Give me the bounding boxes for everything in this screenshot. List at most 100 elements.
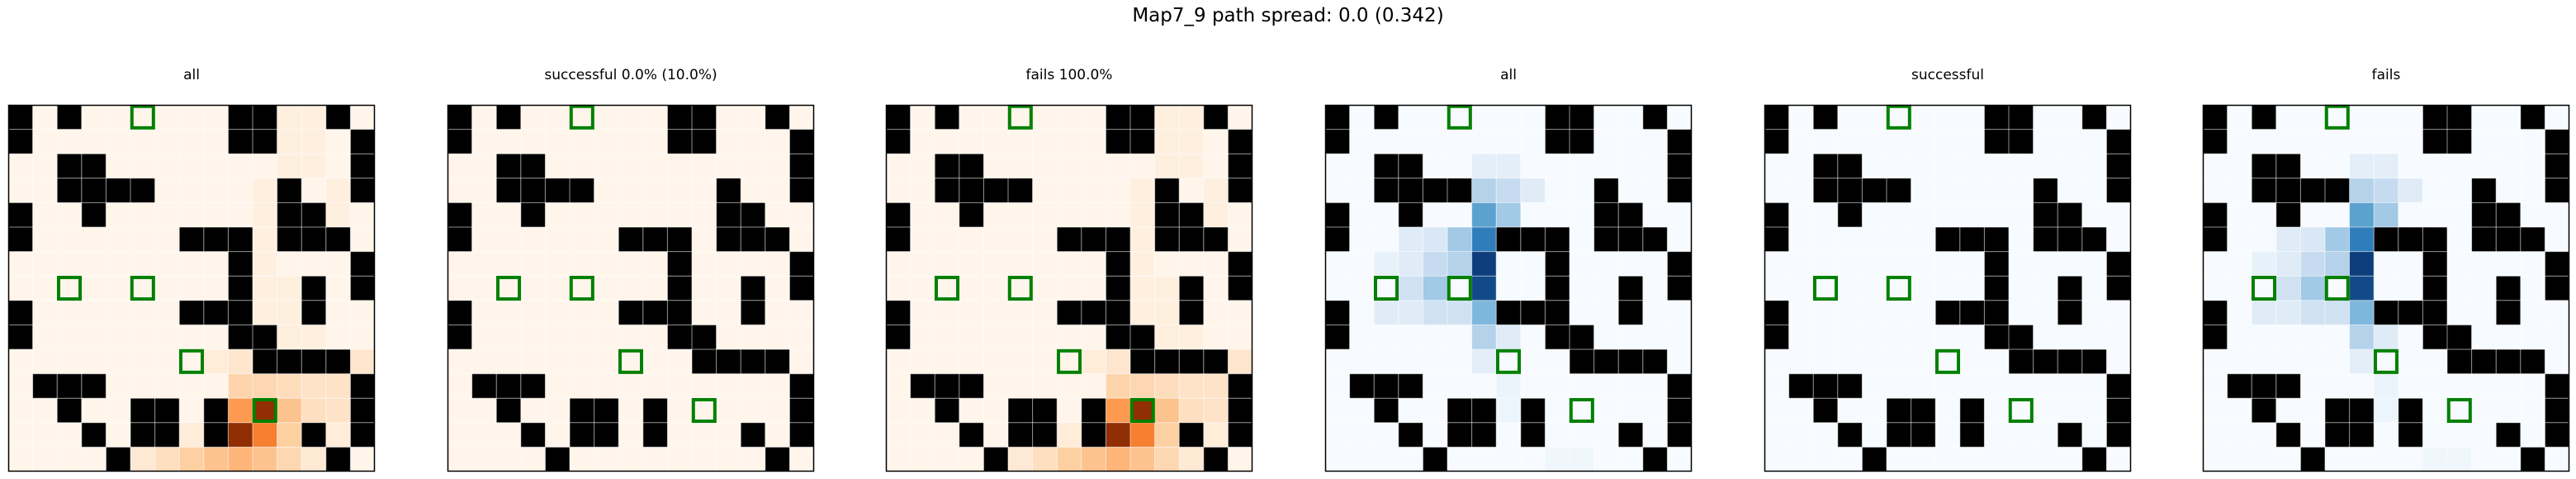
obstacle-cell <box>667 300 692 325</box>
goal-marker <box>2324 275 2350 301</box>
obstacle-cell <box>2325 178 2350 203</box>
obstacle-cell <box>1764 325 1789 349</box>
heat-cell <box>2275 300 2301 325</box>
obstacle-cell <box>1764 227 1789 252</box>
obstacle-cell <box>1179 202 1204 227</box>
obstacle-cell <box>765 349 790 374</box>
obstacle-cell <box>1228 251 1252 277</box>
obstacle-cell <box>1593 227 1619 252</box>
obstacle-cell <box>1106 227 1130 252</box>
obstacle-cell <box>2106 276 2131 301</box>
obstacle-cell <box>496 398 521 423</box>
obstacle-cell <box>2398 422 2423 448</box>
obstacle-cell <box>789 373 814 399</box>
obstacle-cell <box>1959 227 1985 252</box>
obstacle-cell <box>301 202 326 227</box>
obstacle-cell <box>2398 227 2423 252</box>
heat-cell <box>277 373 302 399</box>
obstacle-cell <box>2009 105 2034 130</box>
obstacle-cell <box>741 349 765 374</box>
obstacle-cell <box>350 398 375 423</box>
heat-cell <box>1106 349 1130 374</box>
heat-cell <box>1081 349 1106 374</box>
heat-cell <box>253 178 277 203</box>
heat-cell <box>325 373 351 399</box>
heatmap-panel <box>1764 104 2132 472</box>
heat-cell <box>1106 373 1130 399</box>
obstacle-cell <box>2106 154 2131 178</box>
heat-cell <box>253 227 277 252</box>
heat-cell <box>1520 178 1546 203</box>
heat-cell <box>203 447 229 472</box>
obstacle-cell <box>2545 129 2569 154</box>
panel-frame <box>1764 104 2132 472</box>
obstacle-cell <box>350 129 375 154</box>
obstacle-cell <box>154 398 180 423</box>
obstacle-cell <box>1130 325 1155 349</box>
obstacle-cell <box>1154 178 1180 203</box>
obstacle-cell <box>1545 105 1570 130</box>
obstacle-cell <box>1398 178 1423 203</box>
heat-cell <box>1130 227 1155 252</box>
heat-cell <box>1471 251 1497 277</box>
obstacle-cell <box>2545 398 2569 423</box>
obstacle-cell <box>1203 227 1229 252</box>
obstacle-cell <box>642 300 668 325</box>
obstacle-cell <box>2447 349 2472 374</box>
obstacle-cell <box>2275 202 2301 227</box>
obstacle-cell <box>1325 129 1350 154</box>
heat-cell <box>2300 251 2325 277</box>
obstacle-cell <box>1984 105 2009 130</box>
heat-cell <box>2252 300 2276 325</box>
heat-cell <box>1496 325 1521 349</box>
obstacle-cell <box>2447 105 2472 130</box>
obstacle-cell <box>179 227 204 252</box>
obstacle-cell <box>447 105 472 130</box>
obstacle-cell <box>1081 227 1106 252</box>
obstacle-cell <box>1911 398 1936 423</box>
obstacle-cell <box>1642 349 1668 374</box>
heat-cell <box>253 276 277 301</box>
heat-cell <box>1447 227 1472 252</box>
heat-cell <box>277 129 302 154</box>
obstacle-cell <box>1228 373 1252 399</box>
obstacle-cell <box>2033 227 2058 252</box>
obstacle-cell <box>1398 422 1423 448</box>
obstacle-cell <box>8 129 33 154</box>
heat-cell <box>277 300 302 325</box>
obstacle-cell <box>1642 105 1668 130</box>
obstacle-cell <box>2300 447 2325 472</box>
heat-cell <box>1471 178 1497 203</box>
obstacle-cell <box>1423 447 1447 472</box>
obstacle-cell <box>545 178 570 203</box>
heat-cell <box>1154 398 1180 423</box>
obstacle-cell <box>8 325 33 349</box>
goal-marker <box>2008 397 2034 424</box>
obstacle-cell <box>1593 349 1619 374</box>
obstacle-cell <box>2545 422 2569 448</box>
obstacle-cell <box>2033 349 2058 374</box>
obstacle-cell <box>2252 154 2276 178</box>
obstacle-cell <box>789 398 814 423</box>
obstacle-cell <box>716 202 741 227</box>
obstacle-cell <box>2057 227 2082 252</box>
goal-marker <box>130 275 155 301</box>
heat-cell <box>1130 251 1155 277</box>
obstacle-cell <box>2057 349 2082 374</box>
heat-cell <box>228 447 253 472</box>
obstacle-cell <box>1984 129 2009 154</box>
heat-cell <box>1447 300 1472 325</box>
obstacle-cell <box>2447 129 2472 154</box>
obstacle-cell <box>447 129 472 154</box>
obstacle-cell <box>81 154 107 178</box>
obstacle-cell <box>2203 300 2228 325</box>
heat-cell <box>1398 251 1423 277</box>
obstacle-cell <box>983 178 1008 203</box>
heat-cell <box>2374 325 2398 349</box>
heat-cell <box>2275 276 2301 301</box>
heat-cell <box>2325 251 2350 277</box>
obstacle-cell <box>667 276 692 301</box>
heat-cell <box>2275 227 2301 252</box>
obstacle-cell <box>350 251 375 277</box>
goal-marker <box>569 104 594 130</box>
